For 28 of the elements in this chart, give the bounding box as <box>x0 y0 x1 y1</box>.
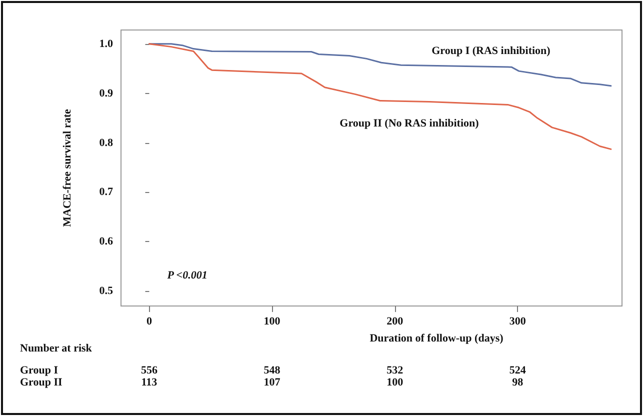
y-tick-label: 0.5 <box>99 285 114 298</box>
text: 532 <box>386 364 404 376</box>
y-tick-label: 0.6 <box>99 236 114 248</box>
y-axis-title: MACE-free survival rate <box>62 109 74 227</box>
y-tick-label: 0.8 <box>99 136 114 149</box>
line-series <box>148 43 612 150</box>
text: Number at risk <box>20 342 93 354</box>
series-label: Group I (RAS inhibition) <box>432 45 551 58</box>
text: 524 <box>509 364 526 376</box>
line-series <box>148 43 612 87</box>
text: 556 <box>140 364 158 376</box>
x-tick-label: 0 <box>146 316 152 328</box>
series-label: Group II (No RAS inhibition) <box>340 118 480 130</box>
y-tick-label: 0.7 <box>99 186 114 198</box>
y-tick-label: 0.9 <box>99 87 114 100</box>
text: 113 <box>141 376 158 388</box>
x-tick-label: 200 <box>386 316 404 328</box>
annotation: P <0.001 <box>167 270 208 282</box>
x-tick-label: 100 <box>264 316 281 328</box>
text: 107 <box>264 376 281 388</box>
text: 100 <box>386 376 404 388</box>
y-tick-label: 1.0 <box>99 38 114 50</box>
text: 548 <box>264 364 281 376</box>
text: 98 <box>512 376 524 388</box>
x-tick-label: 300 <box>509 316 526 328</box>
x-axis-title: Duration of follow-up (days) <box>370 332 504 344</box>
text: Group I <box>20 364 58 376</box>
text: Group II <box>20 376 62 388</box>
